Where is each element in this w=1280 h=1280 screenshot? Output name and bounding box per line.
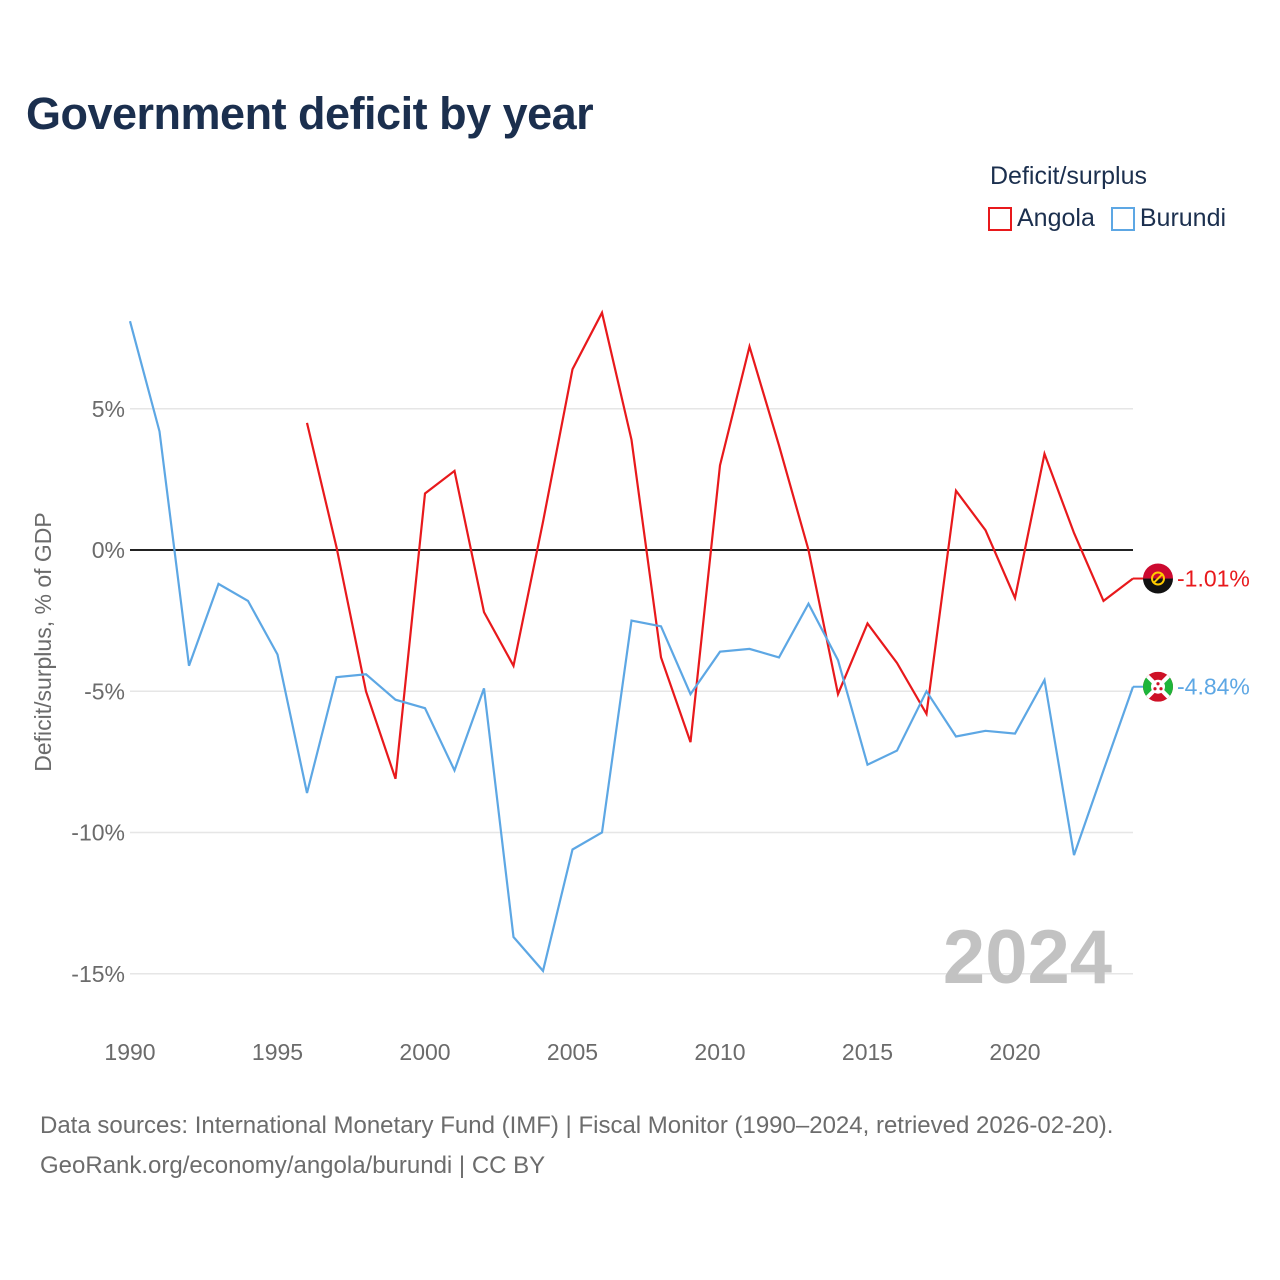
- attribution-note: GeoRank.org/economy/angola/burundi | CC …: [40, 1152, 546, 1179]
- series-line-angola[interactable]: [305, 309, 1134, 780]
- y-tick-label: -5%: [84, 678, 125, 704]
- chart-title: Government deficit by year: [26, 88, 594, 139]
- source-note: Data sources: International Monetary Fun…: [40, 1112, 1114, 1139]
- flag-black-band: [1143, 578, 1173, 594]
- flag-star: [1159, 687, 1163, 691]
- y-axis-label: Deficit/surplus, % of GDP: [30, 512, 56, 771]
- flag-star: [1153, 687, 1157, 691]
- series: [128, 309, 1135, 974]
- y-tick-label: -15%: [71, 961, 125, 987]
- end-marker-burundi[interactable]: [1133, 671, 1173, 702]
- series-line-burundi[interactable]: [128, 320, 1135, 974]
- end-value-label-burundi: -4.84%: [1177, 674, 1250, 700]
- x-tick-label: 2015: [842, 1039, 893, 1065]
- angola-flag-icon: [1143, 563, 1173, 594]
- x-tick-label: 2000: [399, 1039, 450, 1065]
- x-tick-label: 2020: [989, 1039, 1040, 1065]
- flag-green-left: [1143, 671, 1158, 702]
- legend-item-angola[interactable]: Angola: [988, 204, 1095, 233]
- legend-swatch-angola: [988, 206, 1012, 231]
- axes: 5% 0% -5% -10% -15% 1990 1995 2000 2005 2010 2015 2…: [71, 396, 1040, 1065]
- x-tick-label: 1990: [104, 1039, 155, 1065]
- footer: Data sources: International Monetary Fun…: [40, 1106, 1113, 1186]
- legend: Angola Burundi: [988, 204, 1226, 233]
- gridlines: [130, 408, 1133, 975]
- burundi-flag-icon: [1143, 671, 1173, 702]
- end-marker-angola[interactable]: [1133, 563, 1173, 594]
- legend-item-burundi[interactable]: Burundi: [1110, 204, 1227, 233]
- x-tick-label: 1995: [252, 1039, 303, 1065]
- flag-emblem: [1151, 571, 1165, 586]
- legend-swatch-burundi: [1110, 206, 1135, 231]
- legend-title: Deficit/surplus: [990, 162, 1147, 190]
- x-tick-label: 2005: [547, 1039, 598, 1065]
- x-tick-label: 2010: [694, 1039, 745, 1065]
- year-watermark: 2024: [943, 915, 1112, 1000]
- flag-green-right: [1158, 671, 1173, 702]
- legend-label-burundi: Burundi: [1139, 204, 1227, 232]
- y-tick-label: 0%: [92, 537, 125, 563]
- flag-red-band: [1143, 563, 1173, 579]
- flag-machete: [1153, 572, 1164, 584]
- flag-star: [1156, 682, 1160, 686]
- y-tick-label: 5%: [92, 396, 125, 422]
- end-markers: -1.01% -4.84%: [1133, 563, 1250, 702]
- flag-disc: [1151, 679, 1165, 694]
- legend-label-angola: Angola: [1017, 204, 1095, 232]
- y-tick-label: -10%: [71, 820, 125, 846]
- end-value-label-angola: -1.01%: [1177, 566, 1250, 592]
